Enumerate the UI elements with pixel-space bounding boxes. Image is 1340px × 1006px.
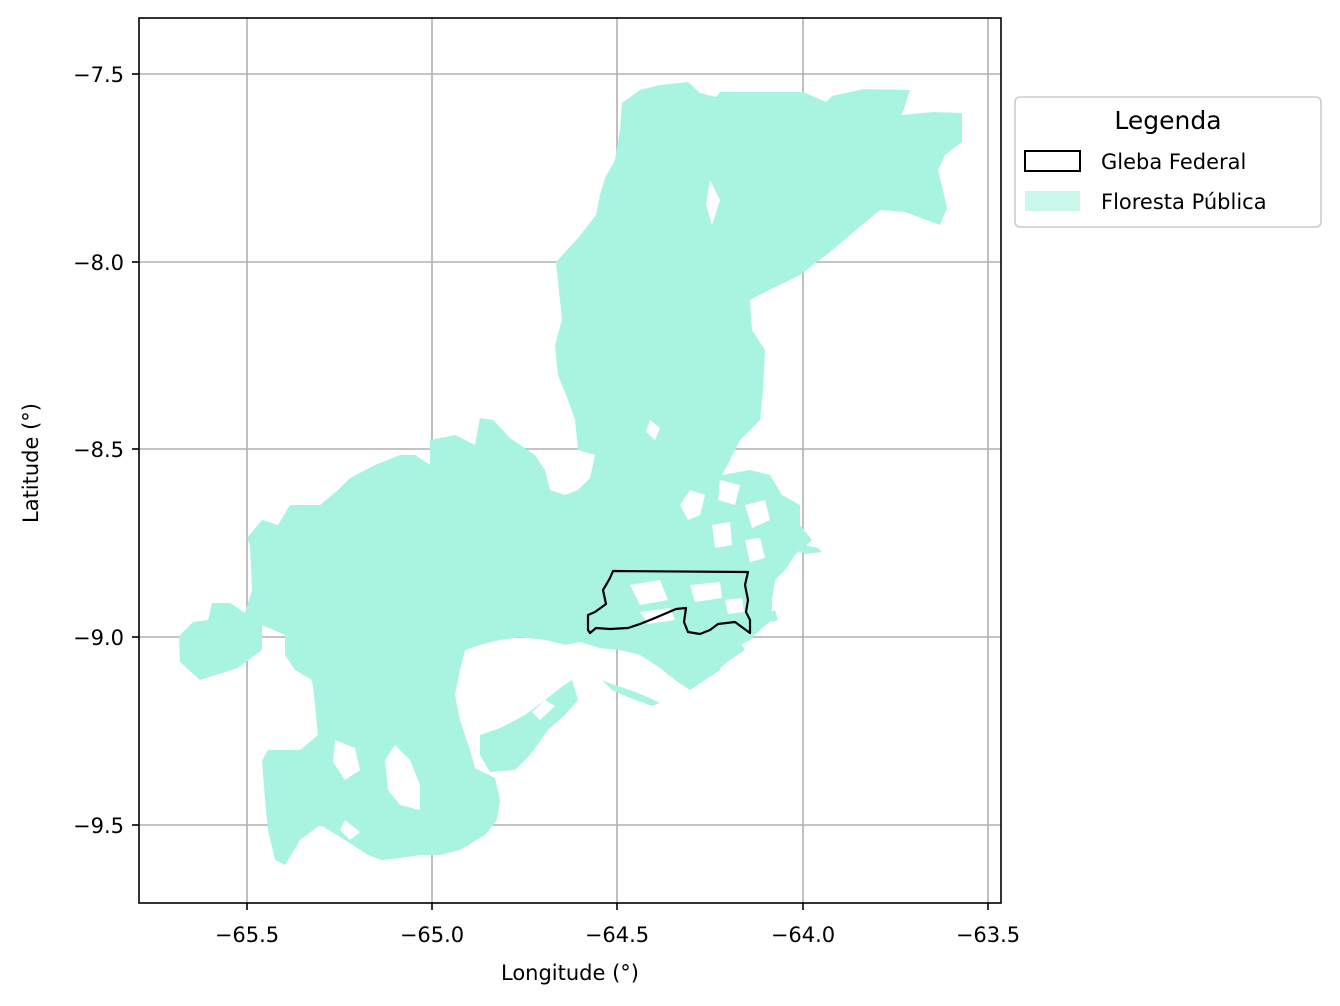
- y-axis-label: Latitude (°): [19, 403, 43, 523]
- x-tick-label: −63.5: [956, 923, 1020, 947]
- x-tick-label: −64.5: [585, 923, 649, 947]
- gleba-federal-outline: [586, 569, 752, 636]
- forest-polygon-lower: [480, 680, 578, 772]
- x-tick-label: −65.5: [215, 923, 279, 947]
- legend-box: [1014, 96, 1322, 228]
- forest-gap: [333, 740, 360, 780]
- forest-gap: [745, 500, 770, 528]
- y-axis: −7.5 −8.0 −8.5 −9.0 −9.5 Latitude (°): [19, 63, 139, 838]
- x-axis-label: Longitude (°): [501, 961, 639, 985]
- forest-polygon-main: [179, 82, 962, 865]
- x-tick-label: −64.0: [771, 923, 835, 947]
- forest-gap: [706, 180, 720, 225]
- forest-gap: [340, 820, 360, 840]
- legend-title: Legenda: [1114, 106, 1221, 135]
- legend-swatch-floresta: [1025, 191, 1080, 211]
- forest-polygon-fragment: [768, 610, 778, 622]
- forest-polygon-fragment: [602, 680, 660, 706]
- legend-swatch-gleba: [1024, 150, 1081, 172]
- forest-gap: [725, 598, 744, 614]
- plot-frame: [138, 17, 1002, 904]
- legend-label-floresta: Floresta Pública: [1101, 190, 1267, 214]
- legend: Legenda Gleba Federal Floresta Pública: [1014, 96, 1322, 228]
- forest-polygon-fragment: [680, 635, 745, 680]
- forest-gap: [680, 490, 705, 520]
- forest-gap: [712, 522, 732, 548]
- y-tick-label: −9.5: [73, 814, 124, 838]
- legend-label-gleba: Gleba Federal: [1101, 150, 1246, 174]
- x-tick-label: −65.0: [400, 923, 464, 947]
- forest-gap: [690, 582, 722, 602]
- x-axis: −65.5 −65.0 −64.5 −64.0 −63.5 Longitude …: [215, 903, 1020, 985]
- forest-gap: [532, 700, 555, 720]
- floresta-publica-layer: [179, 82, 962, 865]
- forest-gap: [718, 480, 740, 505]
- forest-gap: [630, 580, 668, 605]
- forest-polygon-fragment: [790, 540, 822, 554]
- forest-gap: [745, 538, 765, 562]
- y-tick-label: −9.0: [73, 626, 124, 650]
- y-tick-label: −7.5: [73, 63, 124, 87]
- forest-gap: [646, 420, 660, 440]
- y-tick-label: −8.5: [73, 438, 124, 462]
- forest-gap: [385, 745, 420, 810]
- y-tick-label: −8.0: [73, 251, 124, 275]
